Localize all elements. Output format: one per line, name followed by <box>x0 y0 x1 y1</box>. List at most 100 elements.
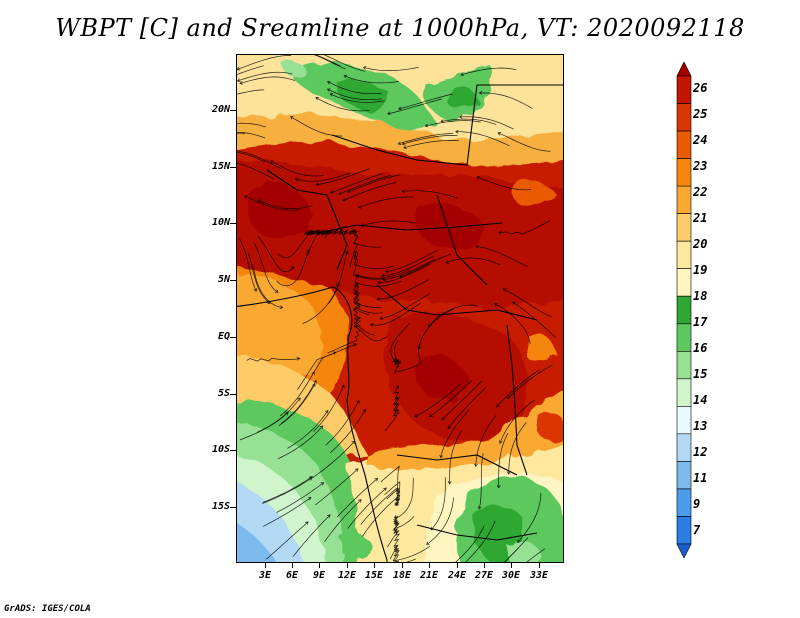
streamline-arrow <box>387 111 391 116</box>
streamline-arrow <box>497 132 502 136</box>
streamline-arrow <box>374 477 379 482</box>
colorbar-bin <box>676 130 692 159</box>
lat-tick <box>230 337 236 338</box>
streamline-arrow <box>395 488 400 493</box>
streamline-arrow <box>426 541 430 545</box>
streamline-arrow <box>440 119 445 123</box>
colorbar-bin <box>676 323 692 352</box>
streamline <box>387 98 442 115</box>
map-panel <box>236 54 564 563</box>
streamline-arrow <box>308 477 313 481</box>
streamline <box>313 385 345 432</box>
streamline-arrow <box>343 74 348 79</box>
streamline-arrow <box>362 66 367 70</box>
colorbar-bin <box>676 543 692 558</box>
streamline <box>360 486 398 525</box>
streamline <box>270 160 324 177</box>
streamline <box>330 173 384 194</box>
streamline <box>476 176 532 191</box>
streamline <box>392 340 400 365</box>
streamline <box>252 264 283 309</box>
streamline <box>445 257 501 266</box>
colorbar-bin <box>676 103 692 132</box>
streamline <box>503 288 552 318</box>
lon-tick <box>429 563 430 568</box>
streamline-arrow <box>478 91 483 95</box>
streamline <box>399 253 452 278</box>
lon-tick <box>511 563 512 568</box>
lon-label: 21E <box>419 570 439 581</box>
streamline-arrow <box>312 383 316 387</box>
streamline-arrow <box>393 518 397 522</box>
lon-tick <box>265 563 266 568</box>
streamline <box>353 285 369 315</box>
streamline <box>342 182 397 201</box>
streamline <box>478 453 484 510</box>
chart-title: WBPT [C] and Sreamline at 1000hPa, VT: 2… <box>55 14 745 42</box>
lon-label: 18E <box>392 570 412 581</box>
streamline <box>394 343 422 373</box>
lat-tick <box>230 507 236 508</box>
streamline <box>402 190 458 199</box>
streamline <box>327 325 361 354</box>
streamline <box>479 92 533 109</box>
grads-credit: GrADS: IGES/COLA <box>4 604 91 614</box>
streamline <box>496 369 540 408</box>
streamline-arrow <box>427 323 432 328</box>
streamline-arrow <box>358 499 362 503</box>
streamline <box>280 371 315 417</box>
lat-label: 15N <box>211 161 230 172</box>
streamline <box>277 425 324 460</box>
streamline-arrow <box>243 195 248 199</box>
streamline <box>349 229 359 268</box>
streamline-arrow <box>496 485 501 489</box>
streamline <box>418 308 455 350</box>
streamline-arrow <box>346 189 351 194</box>
lat-tick <box>230 110 236 111</box>
streamline-arrow <box>355 274 359 278</box>
colorbar-bin <box>676 268 692 297</box>
streamline <box>266 521 309 560</box>
streamline-arrow <box>502 288 507 292</box>
colorbar-bin <box>676 158 692 187</box>
streamline-arrow <box>305 521 309 525</box>
streamline-arrow <box>356 400 360 404</box>
colorbar-label: 9 <box>693 497 701 511</box>
colorbar-label: 16 <box>693 341 708 355</box>
streamline <box>315 55 341 67</box>
streamline <box>280 380 317 424</box>
streamline-arrow <box>397 141 402 145</box>
streamline <box>238 237 257 292</box>
streamline-arrow <box>393 545 397 550</box>
streamline <box>343 75 400 84</box>
streamline-arrow <box>447 481 452 485</box>
streamline-arrow <box>380 273 385 278</box>
streamline <box>239 412 289 441</box>
lon-label: 27E <box>474 570 494 581</box>
streamline <box>392 545 431 562</box>
colorbar-label: 17 <box>693 315 708 329</box>
streamline <box>237 131 266 139</box>
streamline <box>354 274 402 287</box>
lon-tick <box>484 563 485 568</box>
streamline <box>244 195 299 211</box>
streamline <box>329 93 385 103</box>
streamline-arrow <box>344 250 349 255</box>
streamline-arrow <box>303 231 308 235</box>
streamline-arrow <box>393 529 398 534</box>
streamline <box>237 151 266 163</box>
streamline <box>426 497 454 545</box>
streamline-arrow <box>329 93 334 97</box>
lon-label: 24E <box>447 570 467 581</box>
lon-label: 15E <box>364 570 384 581</box>
lat-label: EQ <box>217 331 230 342</box>
streamline-arrow <box>290 116 294 120</box>
streamline-arrow <box>476 176 480 180</box>
streamline <box>526 548 546 562</box>
streamline-arrow <box>324 409 329 414</box>
streamline-arrow <box>459 115 463 119</box>
streamline-arrow <box>336 282 340 286</box>
streamline <box>377 279 430 300</box>
streamline <box>498 433 509 488</box>
lon-label: 6E <box>285 570 299 581</box>
